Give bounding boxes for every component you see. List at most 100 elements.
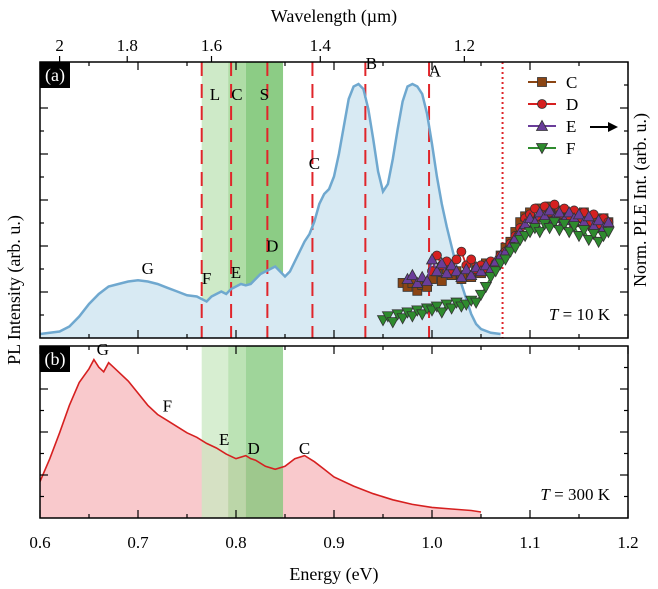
ple-point-D — [549, 199, 560, 210]
ple-point-E — [425, 253, 439, 265]
ple-point-E — [572, 208, 586, 220]
y-axis-label-left: PL Intensity (arb. u.) — [4, 215, 25, 365]
ple-point-F — [430, 301, 444, 313]
a-peak-label-G: G — [142, 259, 154, 278]
svg-text:(b): (b) — [45, 349, 66, 370]
a-peak-label-A: A — [429, 62, 442, 81]
ple-point-E — [543, 204, 556, 216]
ple-point-D — [466, 254, 477, 265]
ple-point-F — [381, 311, 395, 323]
ple-point-F — [577, 225, 591, 237]
b-band-0 — [201, 346, 229, 518]
ple-point-F — [435, 307, 448, 319]
legend-marker-C — [537, 77, 547, 87]
ple-point-E — [430, 264, 444, 277]
x-tick-label: 0.6 — [29, 533, 50, 552]
temperature-10k: T = 10 K — [549, 305, 611, 324]
top-tick-label: 1.4 — [310, 36, 332, 55]
ple-point-F — [484, 272, 497, 284]
panel-a-label: (a) — [40, 62, 70, 88]
x-tick-label: 0.9 — [323, 533, 344, 552]
ple-point-F — [469, 297, 483, 309]
ple-point-F — [416, 309, 429, 321]
ple-point-E — [553, 206, 566, 218]
ple-point-F — [602, 227, 615, 239]
ple-point-F — [533, 227, 546, 239]
legend-label-E: E — [566, 117, 576, 136]
x-tick-label: 1.1 — [519, 533, 540, 552]
band-label-S: S — [260, 85, 269, 104]
ple-point-E — [440, 266, 453, 279]
x-tick-label: 0.7 — [127, 533, 149, 552]
legend-label-C: C — [566, 73, 577, 92]
a-band-1 — [228, 62, 246, 338]
ple-point-F — [558, 219, 571, 231]
ple-point-F — [553, 225, 566, 237]
band-label-L: L — [210, 85, 220, 104]
temperature-300k: T = 300 K — [540, 485, 610, 504]
band-label-C: C — [231, 85, 242, 104]
ple-point-E — [460, 262, 473, 275]
a-peak-label-C: C — [309, 154, 320, 173]
ple-point-F — [587, 229, 600, 241]
b-peak-label-C: C — [299, 439, 310, 458]
b-band-2 — [245, 346, 284, 518]
x-tick-label: 0.8 — [225, 533, 246, 552]
top-tick-label: 1.6 — [201, 36, 222, 55]
ple-point-E — [455, 270, 468, 282]
ple-point-D — [451, 254, 462, 265]
ple-point-F — [509, 242, 522, 255]
b-peak-label-G: G — [97, 340, 109, 359]
ple-point-D — [456, 246, 467, 257]
ple-series-F — [376, 217, 615, 329]
ple-point-F — [445, 303, 458, 315]
ple-point-F — [474, 289, 488, 302]
ple-point-E — [592, 213, 605, 226]
ple-point-E — [582, 209, 595, 222]
ple-point-F — [582, 234, 595, 247]
ple-point-E — [445, 258, 458, 271]
ple-point-E — [563, 206, 576, 218]
panel-b-label: (b) — [40, 346, 70, 372]
ple-point-F — [489, 266, 502, 278]
x-tick-label: 1.0 — [421, 533, 442, 552]
ple-point-F — [567, 221, 581, 233]
ple-point-E — [411, 276, 424, 288]
ple-point-E — [465, 268, 478, 281]
pl-line-300k — [40, 358, 482, 513]
ple-point-E — [420, 274, 434, 286]
a-peak-label-D: D — [266, 237, 278, 256]
legend-label-F: F — [566, 139, 575, 158]
right-arrow-icon — [590, 122, 618, 132]
top-tick-label: 1.8 — [117, 36, 138, 55]
ple-point-F — [386, 317, 399, 329]
legend-label-D: D — [566, 95, 578, 114]
ple-point-F — [592, 236, 605, 249]
legend-marker-F — [535, 143, 549, 155]
ple-point-F — [499, 254, 512, 266]
top-tick-label: 1.2 — [454, 36, 475, 55]
a-peak-label-F: F — [202, 269, 211, 288]
x-tick-label: 1.2 — [617, 533, 638, 552]
top-axis-label: Wavelength (µm) — [271, 6, 397, 27]
pl-area-10k — [40, 84, 501, 338]
ple-point-F — [396, 313, 409, 325]
ple-point-E — [602, 215, 615, 228]
b-peak-label-F: F — [163, 396, 172, 415]
ple-series-E — [401, 204, 615, 288]
panel-b: G F E D C (b) T = 300 K — [39, 340, 629, 519]
legend-marker-D — [537, 99, 547, 109]
b-peak-label-E: E — [219, 430, 229, 449]
svg-text:(a): (a) — [45, 65, 65, 86]
top-tick-label: 2 — [55, 36, 64, 55]
ple-point-F — [563, 227, 576, 239]
ple-point-F — [543, 223, 556, 235]
a-peak-label-B: B — [366, 54, 377, 73]
ple-point-E — [450, 264, 463, 277]
ple-point-E — [435, 257, 448, 269]
ple-point-F — [406, 311, 419, 323]
ple-point-F — [572, 231, 586, 243]
ple-point-E — [406, 268, 419, 281]
